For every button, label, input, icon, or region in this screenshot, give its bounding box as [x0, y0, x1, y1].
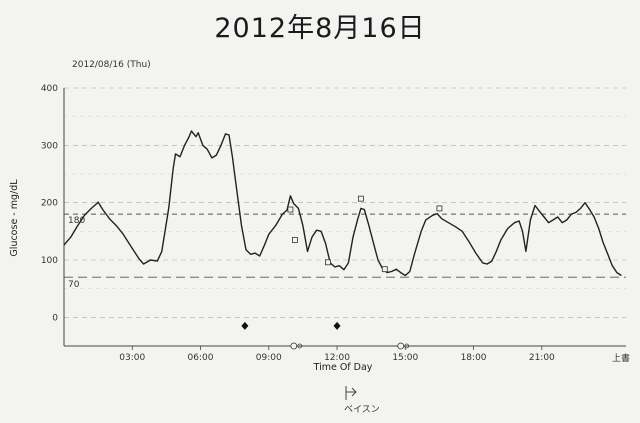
event-diamond-marker: [333, 321, 341, 330]
x-tick-label: 06:00: [188, 353, 214, 363]
meal-marker: [381, 266, 388, 273]
x-tick-label: 03:00: [119, 353, 145, 363]
event-diamond-marker: [241, 321, 249, 330]
y-tick-label: 300: [41, 141, 58, 151]
x-tick-label: 21:00: [529, 353, 555, 363]
footer-arrow-icon: [345, 386, 357, 400]
x-tick-label: 12:00: [324, 353, 350, 363]
meal-marker: [325, 259, 331, 266]
axis-event-marker: [297, 343, 303, 349]
axis-event-marker: [404, 343, 410, 349]
y-tick-label: 0: [52, 313, 58, 323]
x-tick-label: 09:00: [256, 353, 282, 363]
page-title: 2012年8月16日: [214, 13, 426, 44]
y-axis-label: Glucose - mg/dL: [9, 179, 20, 257]
threshold-label: 70: [68, 280, 80, 290]
x-tick-label: 15:00: [392, 353, 418, 363]
x-tick-label: 18:00: [461, 353, 487, 363]
glucose-series-line: [63, 130, 622, 277]
axis-layer: 0 100 200 300 400 180 70 03:00 06:00 09:00 12:00 15…: [41, 84, 626, 363]
axis-event-marker: [397, 342, 405, 350]
end-label: 上書: [612, 352, 630, 364]
axis-event-marker: [290, 342, 298, 350]
grid-layer: [64, 87, 626, 318]
series-layer: [63, 130, 622, 277]
meal-marker: [292, 237, 298, 243]
report-date: 2012/08/16 (Thu): [72, 60, 151, 70]
threshold-label: 180: [68, 216, 85, 226]
y-tick-label: 400: [41, 84, 58, 94]
meal-marker: [287, 206, 294, 213]
y-tick-label: 100: [41, 256, 58, 266]
footer-annotation: ベイスン: [344, 386, 380, 415]
meal-marker: [436, 205, 443, 212]
footer-note: ベイスン: [344, 405, 380, 415]
marker-layer: [241, 195, 443, 350]
meal-marker: [358, 195, 364, 202]
y-tick-label: 200: [41, 199, 58, 209]
x-axis-label: Time Of Day: [313, 362, 373, 373]
